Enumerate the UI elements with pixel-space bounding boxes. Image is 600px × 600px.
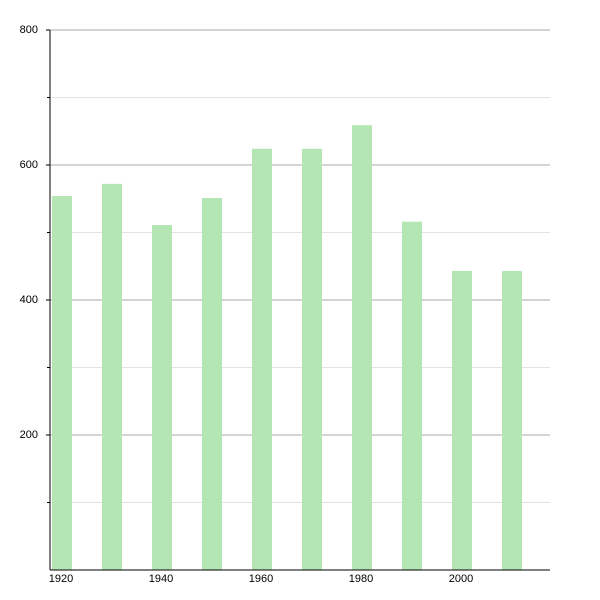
bar (202, 198, 222, 570)
bar (452, 270, 472, 570)
bar (102, 183, 122, 570)
x-tick-label: 1980 (349, 573, 373, 585)
x-tick-label: 1920 (49, 573, 73, 585)
x-tick-label: 1960 (249, 573, 273, 585)
bar (252, 148, 272, 571)
x-tick-label: 2000 (449, 573, 473, 585)
y-tick-label: 600 (20, 159, 38, 171)
bar (52, 196, 72, 571)
y-tick-label: 400 (20, 294, 38, 306)
bar (352, 125, 372, 571)
x-tick-label: 1940 (149, 573, 173, 585)
y-tick-label: 200 (20, 429, 38, 441)
bar (402, 221, 422, 570)
bar (302, 148, 322, 571)
bar (502, 270, 522, 570)
bar (152, 225, 172, 570)
y-tick-label: 800 (20, 24, 38, 36)
